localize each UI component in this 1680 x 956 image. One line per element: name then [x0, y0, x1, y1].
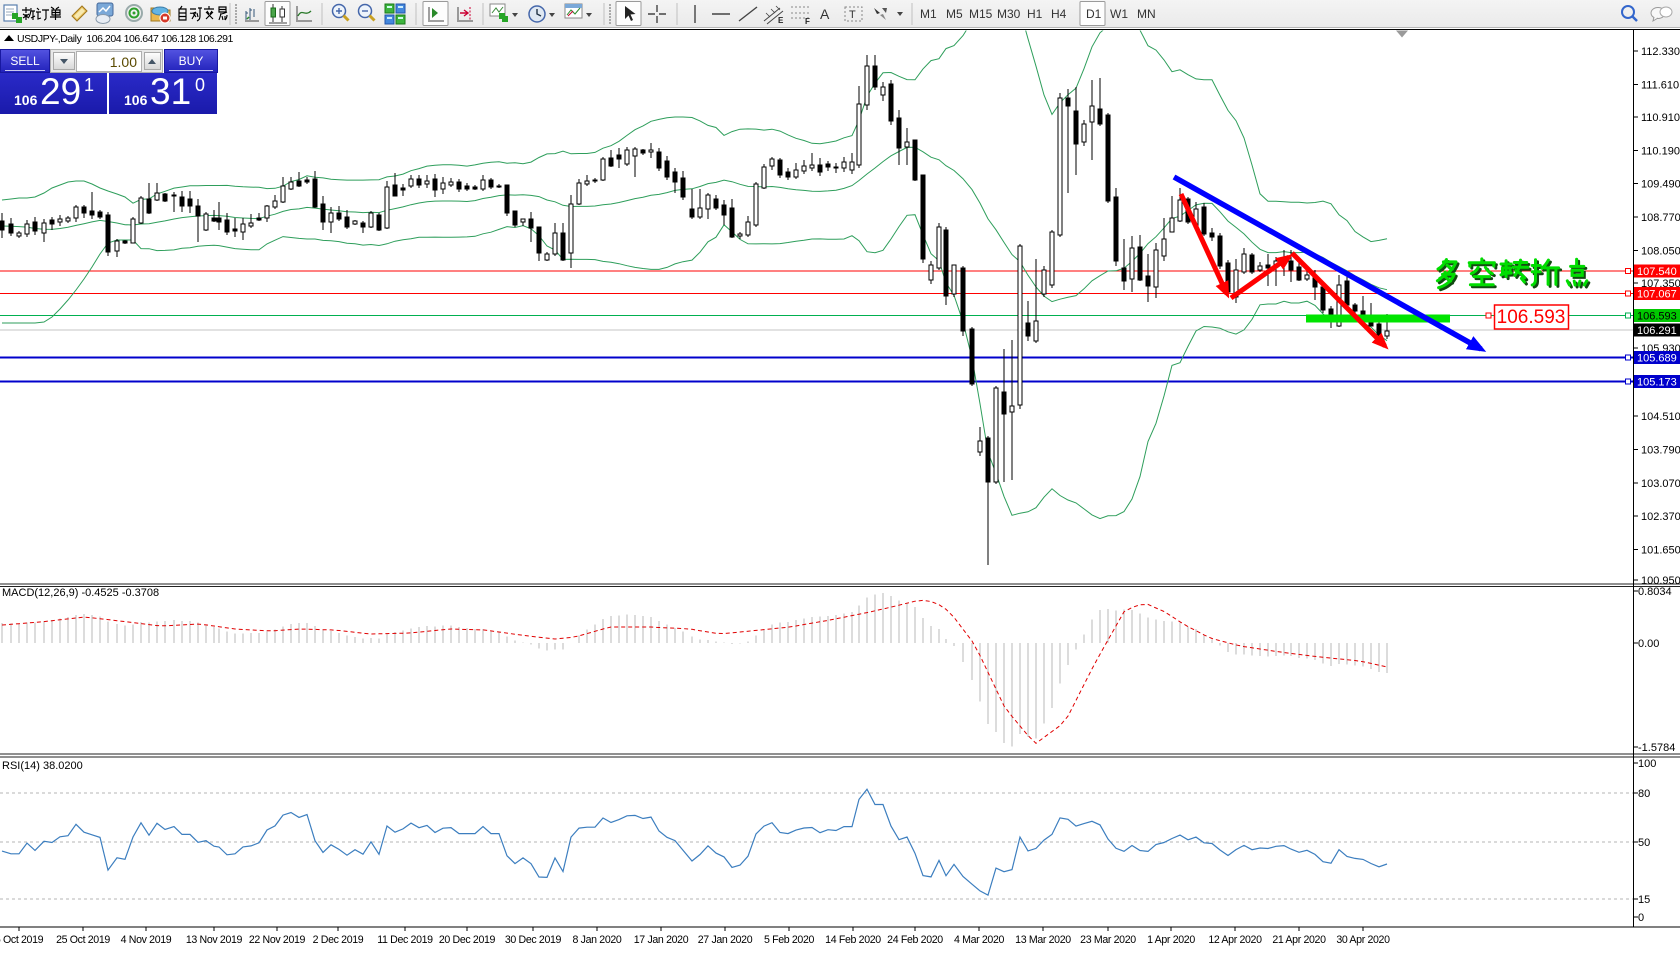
svg-text:22 Nov 2019: 22 Nov 2019	[249, 934, 306, 946]
svg-text:F: F	[805, 17, 810, 26]
svg-text:11 Dec 2019: 11 Dec 2019	[377, 934, 433, 946]
svg-text:104.510: 104.510	[1641, 411, 1680, 423]
svg-text:103.070: 103.070	[1641, 478, 1680, 490]
svg-text:D1: D1	[1086, 7, 1102, 21]
svg-text:M30: M30	[997, 7, 1021, 21]
svg-text:106.593: 106.593	[1637, 311, 1677, 323]
svg-text:15: 15	[1638, 894, 1650, 906]
svg-text:13 Mar 2020: 13 Mar 2020	[1015, 934, 1071, 946]
svg-text:0: 0	[1638, 912, 1644, 924]
svg-text:RSI(14) 38.0200: RSI(14) 38.0200	[2, 760, 83, 772]
svg-text:8 Jan 2020: 8 Jan 2020	[573, 934, 622, 946]
svg-text:102.370: 102.370	[1641, 511, 1680, 523]
svg-text:50: 50	[1638, 837, 1650, 849]
svg-text:0.00: 0.00	[1638, 638, 1659, 650]
svg-text:109.490: 109.490	[1641, 179, 1680, 191]
svg-text:108.050: 108.050	[1641, 246, 1680, 258]
svg-text:MN: MN	[1137, 7, 1156, 21]
svg-text:M15: M15	[969, 7, 993, 21]
svg-text:100.950: 100.950	[1641, 575, 1680, 587]
svg-text:112.330: 112.330	[1641, 46, 1680, 58]
svg-text:30 Dec 2019: 30 Dec 2019	[505, 934, 562, 946]
svg-text:H1: H1	[1027, 7, 1043, 21]
svg-text:27 Jan 2020: 27 Jan 2020	[698, 934, 753, 946]
svg-text:0.8034: 0.8034	[1638, 586, 1672, 598]
svg-text:H4: H4	[1051, 7, 1067, 21]
svg-text:4 Mar 2020: 4 Mar 2020	[954, 934, 1005, 946]
svg-text:W1: W1	[1110, 7, 1128, 21]
svg-text:14 Feb 2020: 14 Feb 2020	[825, 934, 881, 946]
svg-text:80: 80	[1638, 788, 1650, 800]
svg-text:2 Dec 2019: 2 Dec 2019	[313, 934, 364, 946]
svg-text:21 Apr 2020: 21 Apr 2020	[1272, 934, 1326, 946]
svg-text:1 Apr 2020: 1 Apr 2020	[1147, 934, 1195, 946]
svg-text:MACD(12,26,9) -0.4525 -0.3708: MACD(12,26,9) -0.4525 -0.3708	[2, 587, 159, 599]
svg-text:108.770: 108.770	[1641, 212, 1680, 224]
svg-text:111.610: 111.610	[1641, 80, 1679, 92]
svg-text:105.173: 105.173	[1637, 377, 1677, 389]
svg-text:A: A	[820, 6, 830, 22]
svg-text:USDJPY-,Daily 106.204 106.647: USDJPY-,Daily 106.204 106.647 106.128 10…	[17, 33, 234, 45]
svg-text:30 Apr 2020: 30 Apr 2020	[1336, 934, 1390, 946]
svg-text:-1.5784: -1.5784	[1638, 742, 1675, 754]
svg-text:106.291: 106.291	[1637, 325, 1677, 337]
svg-text:M5: M5	[946, 7, 963, 21]
svg-text:101.650: 101.650	[1641, 545, 1680, 557]
svg-text:13 Nov 2019: 13 Nov 2019	[186, 934, 243, 946]
svg-text:M1: M1	[920, 7, 937, 21]
svg-text:107.067: 107.067	[1637, 289, 1677, 301]
svg-text:20 Dec 2019: 20 Dec 2019	[439, 934, 496, 946]
svg-text:107.540: 107.540	[1637, 266, 1677, 278]
svg-text:100: 100	[1638, 758, 1656, 770]
svg-text:25 Oct 2019: 25 Oct 2019	[56, 934, 110, 946]
svg-text:110.910: 110.910	[1641, 112, 1680, 124]
svg-text:103.790: 103.790	[1641, 445, 1680, 457]
svg-text:T: T	[849, 9, 856, 21]
svg-text:23 Mar 2020: 23 Mar 2020	[1080, 934, 1136, 946]
svg-text:24 Feb 2020: 24 Feb 2020	[887, 934, 943, 946]
svg-text:106.593: 106.593	[1497, 307, 1566, 328]
svg-text:105.689: 105.689	[1637, 353, 1677, 365]
svg-text:6 Oct 2019: 6 Oct 2019	[0, 934, 44, 946]
svg-text:4 Nov 2019: 4 Nov 2019	[121, 934, 172, 946]
svg-text:110.190: 110.190	[1641, 146, 1680, 158]
svg-text:17 Jan 2020: 17 Jan 2020	[634, 934, 689, 946]
svg-text:5 Feb 2020: 5 Feb 2020	[764, 934, 815, 946]
svg-text:E: E	[778, 16, 784, 25]
svg-text:12 Apr 2020: 12 Apr 2020	[1208, 934, 1262, 946]
